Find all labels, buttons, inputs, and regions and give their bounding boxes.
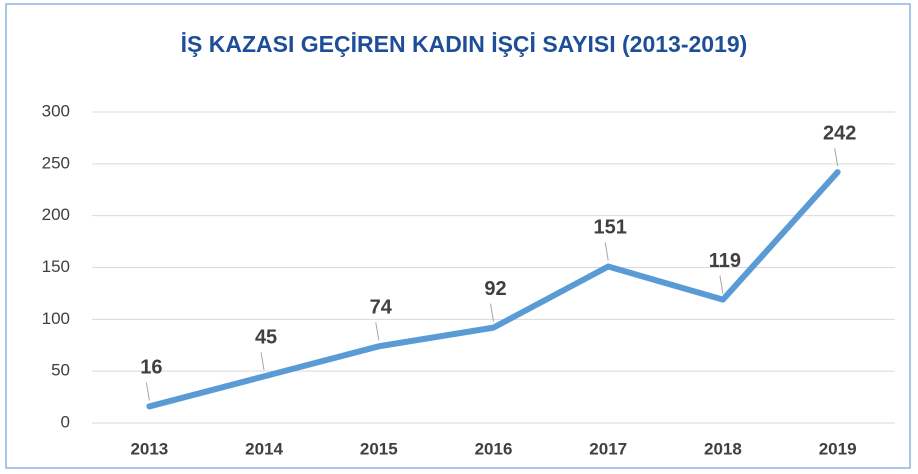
x-tick-label: 2018 (704, 439, 742, 458)
leader-line (834, 148, 839, 167)
data-label: 119 (709, 250, 741, 272)
leader-line (719, 275, 724, 294)
data-line (146, 169, 841, 410)
chart-frame (5, 3, 911, 469)
data-label: 242 (823, 122, 856, 144)
leader-line (490, 303, 494, 322)
leader-line (145, 382, 150, 401)
leader-line (260, 352, 265, 371)
data-label: 151 (594, 217, 627, 239)
leader-line (375, 322, 380, 341)
data-label: 74 (370, 297, 393, 319)
data-label: 16 (140, 357, 162, 379)
chart-title: İŞ KAZASI GEÇİREN KADIN İŞÇİ SAYISI (201… (181, 31, 748, 57)
y-tick-label: 300 (42, 101, 70, 120)
y-tick-label: 250 (42, 153, 70, 172)
y-tick-label: 0 (61, 412, 70, 431)
y-tick-label: 150 (42, 257, 70, 276)
x-tick-label: 2014 (245, 439, 283, 458)
y-tick-label: 200 (42, 205, 70, 224)
y-tick-label: 50 (51, 361, 70, 380)
x-tick-label: 2017 (589, 439, 627, 458)
y-tick-label: 100 (42, 309, 70, 328)
data-label: 92 (484, 278, 506, 300)
leader-line (604, 242, 609, 261)
x-tick-label: 2019 (819, 439, 857, 458)
data-label: 45 (255, 327, 277, 349)
x-tick-label: 2013 (130, 439, 168, 458)
x-tick-label: 2016 (475, 439, 513, 458)
x-tick-label: 2015 (360, 439, 398, 458)
